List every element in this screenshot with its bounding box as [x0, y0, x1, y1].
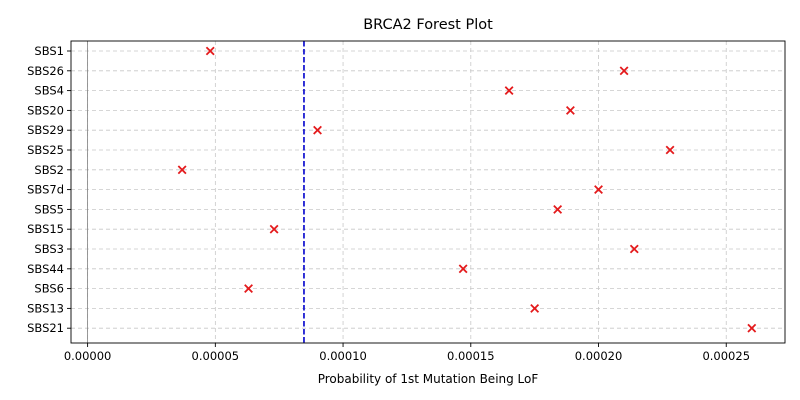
y-tick-label: SBS3 — [34, 242, 64, 256]
y-tick-label: SBS6 — [34, 282, 64, 296]
data-point-marker — [565, 105, 575, 115]
x-tick-label: 0.00005 — [192, 349, 240, 363]
data-point-marker — [177, 165, 187, 175]
marker-stroke — [458, 264, 468, 274]
plot-area: SBS1 SBS26 SBS4 SBS20 SBS29 SBS25 SBS2 SBS7d SBS… — [27, 40, 786, 363]
marker-stroke — [313, 125, 322, 135]
data-point-marker — [747, 323, 757, 333]
marker-stroke — [205, 46, 215, 56]
marker-stroke — [177, 165, 187, 175]
marker-stroke — [594, 185, 603, 195]
y-tick-label: SBS44 — [27, 262, 64, 276]
chart-title: BRCA2 Forest Plot — [363, 17, 493, 33]
marker-stroke — [553, 204, 563, 214]
marker-stroke — [747, 323, 757, 333]
y-tick-label: SBS21 — [27, 321, 64, 335]
data-point-marker — [629, 244, 639, 254]
data-point-marker — [665, 145, 675, 155]
y-tick-label: SBS26 — [27, 64, 64, 78]
y-tick-label: SBS29 — [27, 123, 64, 137]
data-point-marker — [594, 185, 603, 195]
y-tick-label: SBS25 — [27, 143, 64, 157]
data-point-marker — [458, 264, 468, 274]
y-tick-label: SBS4 — [34, 84, 64, 98]
data-point-marker — [553, 204, 563, 214]
x-tick-label: 0.00000 — [64, 349, 112, 363]
data-point-marker — [530, 303, 540, 313]
y-tick-label: SBS7d — [27, 183, 64, 197]
marker-stroke — [530, 303, 540, 313]
axes-frame — [70, 40, 786, 344]
data-point-marker — [619, 66, 629, 76]
x-tick-label: 0.00020 — [575, 349, 623, 363]
data-point-marker — [205, 46, 215, 56]
marker-stroke — [504, 86, 514, 96]
marker-stroke — [629, 244, 639, 254]
y-tick-label: SBS5 — [34, 202, 64, 216]
y-tick-label: SBS13 — [27, 301, 64, 315]
x-axis-label: Probability of 1st Mutation Being LoF — [318, 372, 539, 386]
marker-stroke — [269, 224, 279, 234]
marker-stroke — [665, 145, 675, 155]
y-tick-label: SBS2 — [34, 163, 64, 177]
y-tick-label: SBS20 — [27, 103, 64, 117]
data-point-marker — [244, 284, 253, 294]
x-tick-label: 0.00010 — [319, 349, 367, 363]
data-point-marker — [313, 125, 322, 135]
marker-stroke — [619, 66, 629, 76]
x-tick-label: 0.00025 — [702, 349, 750, 363]
data-point-marker — [269, 224, 279, 234]
marker-stroke — [565, 105, 575, 115]
x-tick-label: 0.00015 — [447, 349, 495, 363]
data-point-marker — [504, 86, 514, 96]
marker-stroke — [244, 284, 253, 294]
y-tick-label: SBS1 — [34, 44, 64, 58]
y-tick-label: SBS15 — [27, 222, 64, 236]
